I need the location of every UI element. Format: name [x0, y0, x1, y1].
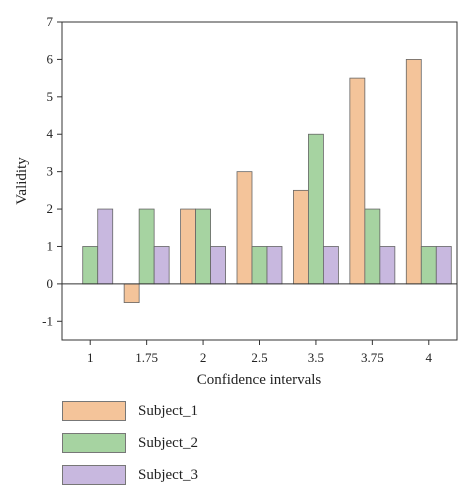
legend-item-subject-3: Subject_3 — [62, 464, 198, 486]
x-tick-label: 3.5 — [308, 350, 324, 365]
y-tick-label: 1 — [47, 238, 54, 253]
bar-subject-3 — [153, 246, 170, 285]
y-axis-title: Validity — [14, 157, 30, 205]
x-axis-title: Confidence intervals — [197, 372, 322, 388]
bar-subject-2 — [420, 246, 437, 285]
y-tick-label: 5 — [47, 89, 54, 104]
legend: Subject_1 Subject_2 Subject_3 — [62, 400, 198, 496]
plot-frame — [61, 21, 458, 341]
legend-swatch — [62, 433, 126, 453]
bar-subject-2 — [251, 246, 268, 285]
bar-subject-1 — [293, 189, 309, 285]
bar-subject-2 — [364, 208, 381, 285]
legend-item-subject-1: Subject_1 — [62, 400, 198, 422]
bar-subject-3 — [435, 246, 452, 285]
bar-subject-1 — [349, 77, 366, 285]
bar-subject-3 — [210, 246, 226, 285]
y-tick-label: 0 — [47, 276, 54, 291]
y-tick-label: -1 — [42, 313, 53, 328]
bars-layer — [82, 59, 452, 303]
y-tick-label: 3 — [47, 164, 54, 179]
legend-label: Subject_2 — [138, 434, 198, 451]
bar-subject-1 — [236, 171, 253, 285]
legend-label: Subject_1 — [138, 402, 198, 419]
legend-swatch — [62, 401, 126, 421]
y-tick-label: 2 — [47, 201, 54, 216]
bar-subject-1 — [123, 283, 140, 303]
bar-chart: -1 0 1 2 3 4 5 6 7 1 1.75 2 2.5 3.5 3.75 4 Validity Con… — [14, 14, 458, 388]
bar-subject-3 — [323, 246, 339, 285]
y-tick-label: 4 — [47, 126, 54, 141]
bar-subject-3 — [379, 246, 396, 285]
x-tick-label: 2.5 — [251, 350, 267, 365]
y-tick-label: 7 — [47, 14, 54, 29]
y-tick-label: 6 — [47, 51, 54, 66]
legend-item-subject-2: Subject_2 — [62, 432, 198, 454]
bar-subject-2 — [82, 246, 99, 285]
bar-subject-2 — [195, 208, 211, 285]
bar-subject-3 — [97, 208, 114, 285]
x-tick-label: 3.75 — [361, 350, 384, 365]
x-tick-label: 1.75 — [135, 350, 158, 365]
legend-label: Subject_3 — [138, 466, 198, 483]
legend-swatch — [62, 465, 126, 485]
bar-subject-2 — [138, 208, 155, 285]
bar-subject-1 — [180, 208, 196, 285]
x-tick-label: 4 — [426, 350, 433, 365]
x-tick-label: 2 — [200, 350, 207, 365]
bar-subject-2 — [308, 133, 324, 285]
bar-subject-1 — [405, 59, 422, 285]
ticks-layer: -1 0 1 2 3 4 5 6 7 1 1.75 2 2.5 3.5 3.75 4 — [42, 14, 432, 365]
x-tick-label: 1 — [87, 350, 94, 365]
bar-subject-3 — [266, 246, 283, 285]
